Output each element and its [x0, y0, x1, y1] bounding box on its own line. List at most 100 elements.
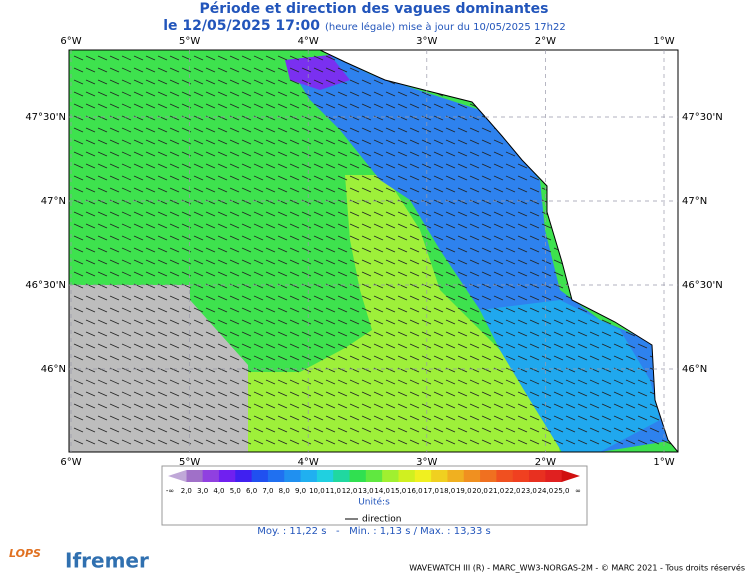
wave-arrow — [361, 403, 372, 409]
wave-arrow — [157, 139, 168, 145]
wave-arrow — [373, 379, 384, 385]
wave-arrow — [265, 151, 276, 157]
wave-arrow — [313, 439, 324, 445]
wave-arrow — [553, 319, 564, 325]
wave-arrow — [445, 127, 456, 133]
wave-arrow — [361, 163, 372, 169]
color-cell — [284, 470, 302, 482]
wave-arrow — [553, 391, 564, 397]
wave-arrow — [529, 391, 540, 397]
wave-arrow — [169, 163, 180, 169]
wave-arrow — [565, 355, 576, 361]
wave-arrow — [481, 415, 492, 421]
wave-arrow — [193, 115, 204, 121]
wave-arrow — [457, 247, 468, 253]
wave-arrow — [301, 247, 312, 253]
wave-arrow — [97, 355, 108, 361]
wave-arrow — [205, 391, 216, 397]
color-cell — [545, 470, 563, 482]
wave-arrow — [85, 403, 96, 409]
wave-arrow — [277, 295, 288, 301]
wave-arrow — [433, 151, 444, 157]
wave-arrow — [181, 307, 192, 313]
wave-arrow — [313, 415, 324, 421]
wave-arrow — [121, 343, 132, 349]
wave-arrow — [313, 115, 324, 121]
wave-arrow — [493, 175, 504, 181]
color-cell — [529, 470, 546, 482]
wave-arrow — [409, 247, 420, 253]
wave-arrow — [217, 331, 228, 337]
wave-arrow — [253, 139, 264, 145]
wave-arrow — [121, 403, 132, 409]
wave-arrow — [73, 307, 84, 313]
wave-arrow — [229, 103, 240, 109]
wave-arrow — [157, 103, 168, 109]
wave-arrow — [277, 163, 288, 169]
wave-arrow — [325, 223, 336, 229]
wave-arrow — [409, 223, 420, 229]
wave-arrow — [529, 355, 540, 361]
wave-arrow — [97, 211, 108, 217]
wave-arrow — [529, 187, 540, 193]
wave-arrow — [85, 127, 96, 133]
wave-arrow — [121, 187, 132, 193]
wave-arrow — [313, 343, 324, 349]
wave-arrow — [433, 247, 444, 253]
wave-arrow — [493, 403, 504, 409]
wave-arrow — [157, 343, 168, 349]
wave-arrow — [301, 103, 312, 109]
wave-arrow — [337, 391, 348, 397]
wave-arrow — [265, 67, 276, 73]
wave-arrow — [181, 163, 192, 169]
wave-arrow — [181, 187, 192, 193]
wave-arrow — [409, 271, 420, 277]
lon-label: 6°W — [60, 457, 81, 468]
wave-arrow — [385, 295, 396, 301]
wave-arrow — [625, 343, 636, 349]
wave-arrow — [301, 391, 312, 397]
wave-arrow — [361, 115, 372, 121]
wave-arrow — [121, 307, 132, 313]
wave-arrow — [145, 247, 156, 253]
wave-arrow — [169, 247, 180, 253]
wave-arrow — [205, 211, 216, 217]
wave-arrow — [169, 343, 180, 349]
wave-arrow — [325, 79, 336, 85]
lon-label: 4°W — [298, 457, 319, 468]
wave-arrow — [313, 391, 324, 397]
wave-arrow — [193, 187, 204, 193]
wave-arrow — [193, 139, 204, 145]
wave-arrow — [73, 331, 84, 337]
wave-arrow — [97, 319, 108, 325]
wave-arrow — [277, 307, 288, 313]
wave-arrow — [277, 79, 288, 85]
wave-arrow — [517, 307, 528, 313]
wave-arrow — [73, 319, 84, 325]
wave-arrow — [85, 391, 96, 397]
wave-arrow — [253, 295, 264, 301]
date: le 12/05/2025 17:00 — [163, 18, 320, 34]
wave-arrow — [325, 247, 336, 253]
wave-arrow — [385, 199, 396, 205]
wave-arrow — [493, 235, 504, 241]
wave-arrow — [373, 259, 384, 265]
wave-arrow — [457, 187, 468, 193]
wave-arrow — [205, 331, 216, 337]
wave-arrow — [193, 415, 204, 421]
wave-arrow — [229, 187, 240, 193]
wave-arrow — [541, 271, 552, 277]
wave-arrow — [445, 151, 456, 157]
wave-arrow — [217, 247, 228, 253]
wave-arrow — [505, 319, 516, 325]
wave-arrow — [457, 391, 468, 397]
wave-arrow — [457, 151, 468, 157]
wave-arrow — [265, 211, 276, 217]
wave-arrow — [433, 271, 444, 277]
wave-arrow — [301, 235, 312, 241]
scale-label: ∞ — [575, 487, 581, 495]
wave-arrow — [493, 379, 504, 385]
wave-arrow — [505, 175, 516, 181]
wave-arrow — [361, 139, 372, 145]
wave-arrow — [169, 103, 180, 109]
